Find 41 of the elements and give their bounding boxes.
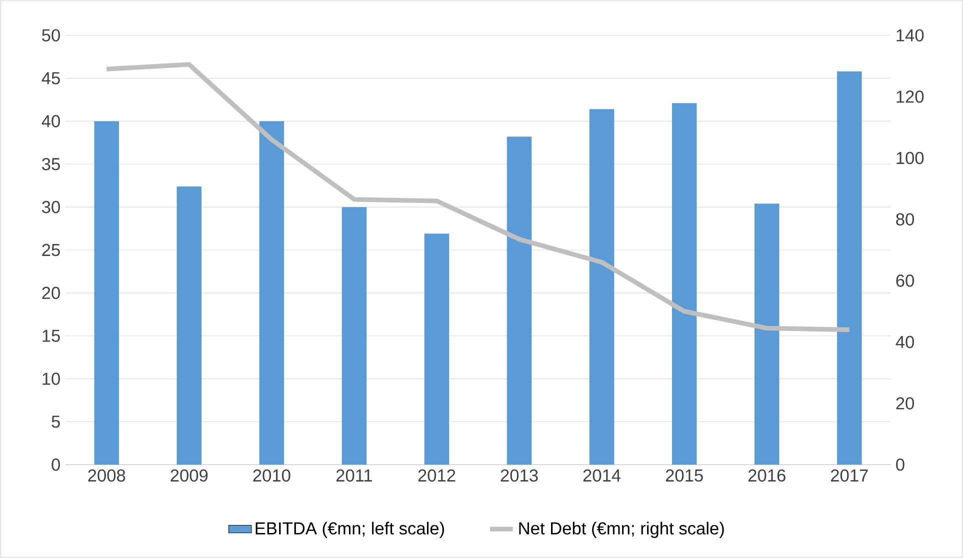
y2-tick-label: 100 bbox=[896, 152, 924, 164]
x-tick-label: 2011 bbox=[336, 469, 372, 482]
y2-tick-label: 140 bbox=[896, 29, 924, 42]
y2-tick-label: 0 bbox=[896, 458, 904, 471]
bar bbox=[589, 109, 614, 465]
bar bbox=[259, 121, 284, 465]
x-tick-label: 2016 bbox=[748, 469, 786, 482]
x-tick-label: 2013 bbox=[500, 469, 538, 482]
bar bbox=[94, 121, 119, 465]
x-tick-label: 2009 bbox=[170, 469, 208, 482]
y2-tick-label: 80 bbox=[896, 213, 914, 226]
y2-tick-label: 60 bbox=[896, 274, 914, 287]
bar bbox=[506, 136, 532, 465]
bar bbox=[754, 204, 780, 465]
y-tick-label: 40 bbox=[42, 115, 60, 128]
y-tick-label: 0 bbox=[52, 458, 60, 471]
bar bbox=[176, 186, 202, 465]
x-tick-label: 2017 bbox=[831, 469, 868, 482]
y-tick-label: 45 bbox=[42, 72, 60, 84]
y2-tick-label: 40 bbox=[896, 336, 914, 348]
legend-label: Net Debt (€mn; right scale) bbox=[519, 522, 724, 538]
bar bbox=[672, 103, 697, 465]
legend-label: EBITDA (€mn; left scale) bbox=[256, 522, 444, 538]
y2-tick-label: 20 bbox=[896, 397, 914, 410]
y-tick-label: 50 bbox=[42, 29, 60, 42]
y-tick-label: 35 bbox=[42, 158, 60, 170]
x-tick-label: 2014 bbox=[583, 469, 621, 482]
x-tick-label: 2010 bbox=[253, 469, 290, 482]
y-tick-label: 5 bbox=[52, 416, 60, 428]
y-tick-label: 10 bbox=[42, 372, 60, 385]
y-tick-label: 20 bbox=[42, 286, 60, 300]
bar bbox=[837, 71, 862, 465]
y-tick-label: 30 bbox=[42, 200, 60, 214]
x-tick-label: 2008 bbox=[88, 469, 126, 482]
x-tick-label: 2015 bbox=[666, 469, 703, 482]
y-tick-label: 15 bbox=[42, 330, 60, 342]
y-tick-label: 25 bbox=[42, 244, 60, 256]
y2-tick-label: 120 bbox=[896, 90, 924, 103]
bar bbox=[424, 234, 450, 465]
bar bbox=[342, 207, 367, 465]
x-tick-label: 2012 bbox=[418, 469, 456, 482]
